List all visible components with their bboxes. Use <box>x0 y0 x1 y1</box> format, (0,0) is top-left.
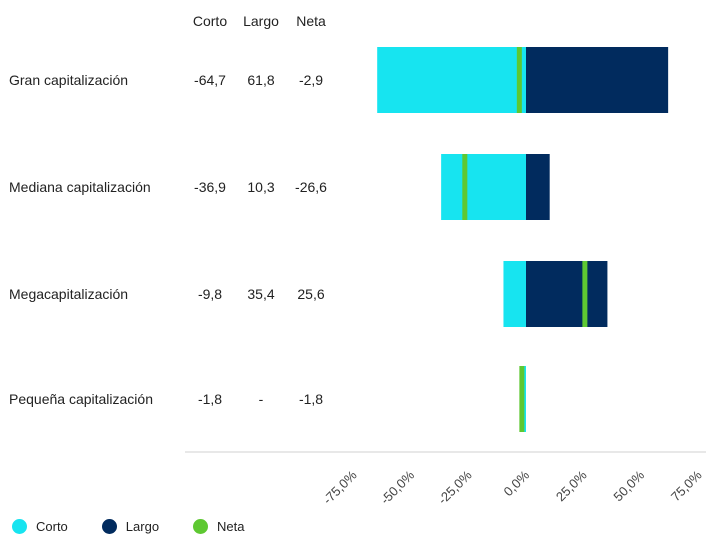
x-tick-label: 25,0% <box>553 467 590 504</box>
x-tick-label: 75,0% <box>668 467 705 504</box>
value-label-largo: 61,8 <box>247 72 274 88</box>
legend: Corto Largo Neta <box>12 519 279 534</box>
legend-item-largo: Largo <box>101 519 160 534</box>
value-label-largo: 10,3 <box>247 179 274 195</box>
legend-label-corto: Corto <box>36 519 68 534</box>
bar-corto <box>441 154 526 220</box>
category-label: Gran capitalización <box>9 72 128 88</box>
value-label-corto: -36,9 <box>194 179 226 195</box>
bar-largo <box>526 154 550 220</box>
legend-item-corto: Corto <box>12 519 68 534</box>
value-label-corto: -9,8 <box>198 286 222 302</box>
table-headers: Corto Largo Neta <box>193 13 326 29</box>
x-tick-label: 0,0% <box>501 467 533 499</box>
marker-neta <box>516 47 522 113</box>
header-corto: Corto <box>193 13 227 29</box>
header-neta: Neta <box>296 13 326 29</box>
legend-label-neta: Neta <box>217 519 245 534</box>
bar-largo <box>526 47 669 113</box>
value-label-corto: -1,8 <box>198 391 222 407</box>
x-tick-label: -50,0% <box>377 467 417 507</box>
value-label-corto: -64,7 <box>194 72 226 88</box>
x-tick-label: -25,0% <box>435 467 475 507</box>
marker-neta <box>462 154 468 220</box>
value-label-neta: -1,8 <box>299 391 323 407</box>
value-label-largo: - <box>259 391 264 407</box>
x-tick-label: -75,0% <box>320 467 360 507</box>
bars <box>377 47 669 432</box>
legend-swatch-corto <box>12 519 27 534</box>
marker-neta <box>519 366 525 432</box>
legend-swatch-largo <box>101 519 117 534</box>
x-tick-label: 50,0% <box>610 467 647 504</box>
legend-item-neta: Neta <box>193 519 245 534</box>
legend-swatch-neta <box>193 519 209 534</box>
category-label: Pequeña capitalización <box>9 391 153 407</box>
legend-label-largo: Largo <box>125 519 160 534</box>
category-label: Megacapitalización <box>9 286 128 302</box>
marker-neta <box>582 261 588 327</box>
bar-corto <box>377 47 526 113</box>
bar-corto <box>503 261 526 327</box>
bar-largo <box>526 261 608 327</box>
category-label: Mediana capitalización <box>9 179 151 195</box>
value-label-neta: 25,6 <box>297 286 324 302</box>
value-label-neta: -26,6 <box>295 179 327 195</box>
value-label-largo: 35,4 <box>247 286 274 302</box>
header-largo: Largo <box>243 13 279 29</box>
value-label-neta: -2,9 <box>299 72 323 88</box>
x-axis-ticks: -75,0% -50,0% -25,0% 0,0% 25,0% 50,0% 75,0% <box>320 467 705 507</box>
table-rows: Gran capitalización -64,7 61,8 -2,9 Mediana … <box>9 72 327 407</box>
